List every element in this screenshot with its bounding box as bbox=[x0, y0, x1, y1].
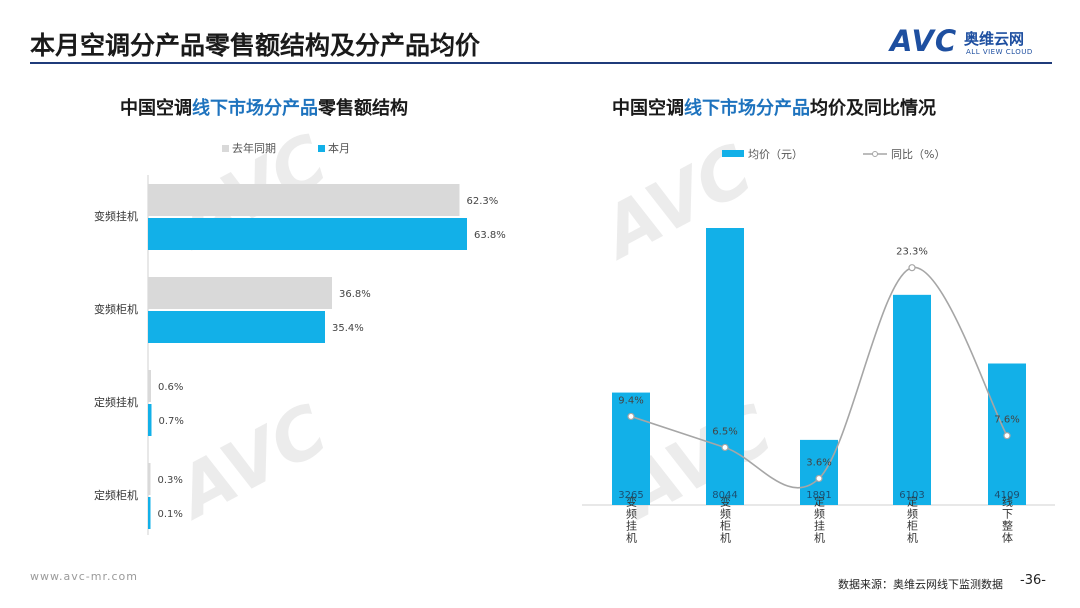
line-point bbox=[815, 474, 823, 483]
left-title-suffix: 零售额结构 bbox=[318, 98, 408, 119]
right-title-suffix: 均价及同比情况 bbox=[810, 98, 936, 119]
bar-value-label: 4109 bbox=[994, 490, 1019, 501]
category-label: 变频柜机 bbox=[719, 495, 732, 544]
data-label: 62.3% bbox=[467, 196, 499, 207]
bar bbox=[706, 228, 744, 505]
legend-swatch bbox=[318, 145, 325, 152]
bar bbox=[148, 497, 151, 529]
data-label: 63.8% bbox=[474, 230, 506, 241]
line-value-label: 3.6% bbox=[806, 457, 831, 468]
data-label: 35.4% bbox=[332, 323, 364, 334]
brand-logo: AVC 奥维云网 ALL VIEW CLOUD bbox=[890, 24, 1060, 60]
bar-value-label: 3265 bbox=[618, 490, 643, 501]
legend-swatch bbox=[222, 145, 229, 152]
left-chart-title: 中国空调线下市场分产品零售额结构 bbox=[120, 94, 408, 120]
logo-en-text: ALL VIEW CLOUD bbox=[966, 48, 1033, 56]
title-divider bbox=[30, 62, 1052, 64]
data-label: 0.6% bbox=[158, 382, 183, 393]
legend-swatch bbox=[722, 150, 744, 157]
line-value-label: 23.3% bbox=[896, 247, 928, 258]
category-label: 变频挂机 bbox=[625, 495, 638, 544]
bar bbox=[148, 404, 152, 436]
footer-source: 数据来源：奥维云网线下监测数据 bbox=[838, 578, 1003, 591]
left-title-highlight: 线下市场分产品 bbox=[192, 98, 318, 119]
logo-cn-text: 奥维云网 bbox=[964, 30, 1025, 48]
bar bbox=[148, 218, 467, 250]
category-label: 定频挂机 bbox=[813, 495, 826, 544]
category-label: 定频柜机 bbox=[94, 488, 138, 502]
line-value-label: 9.4% bbox=[618, 395, 643, 406]
bar-value-label: 6103 bbox=[899, 490, 924, 501]
bar bbox=[612, 392, 650, 505]
category-label: 线下整体 bbox=[1001, 495, 1014, 544]
category-label: 定频柜机 bbox=[906, 495, 919, 544]
legend-label: 同比（%） bbox=[891, 148, 945, 161]
line-value-label: 6.5% bbox=[712, 426, 737, 437]
line-point bbox=[627, 412, 635, 421]
bar bbox=[148, 311, 325, 343]
bar bbox=[148, 370, 151, 402]
yoy-line bbox=[630, 266, 1008, 489]
legend-label: 去年同期 bbox=[232, 141, 276, 155]
line-value-label: 7.6% bbox=[994, 415, 1019, 426]
category-label: 变频柜机 bbox=[94, 302, 138, 316]
bar bbox=[148, 277, 332, 309]
bar-value-label: 1891 bbox=[806, 490, 831, 501]
bar bbox=[148, 463, 151, 495]
line-point bbox=[1003, 432, 1011, 440]
page-title: 本月空调分产品零售额结构及分产品均价 bbox=[30, 31, 481, 60]
category-label: 变频挂机 bbox=[94, 209, 138, 223]
line-point bbox=[721, 443, 729, 452]
bar bbox=[148, 184, 460, 216]
bar bbox=[893, 294, 931, 505]
category-label: 定频挂机 bbox=[94, 395, 138, 409]
page-number: -36- bbox=[1020, 573, 1046, 588]
data-label: 36.8% bbox=[339, 289, 371, 300]
line-point bbox=[908, 264, 916, 272]
bar bbox=[800, 439, 838, 505]
right-chart-title: 中国空调线下市场分产品均价及同比情况 bbox=[612, 94, 936, 120]
bar-value-label: 8044 bbox=[712, 490, 737, 501]
logo-avc-text: AVC bbox=[890, 24, 958, 58]
right-title-prefix: 中国空调 bbox=[612, 98, 684, 119]
legend-label: 均价（元） bbox=[748, 148, 803, 161]
left-title-prefix: 中国空调 bbox=[120, 98, 192, 119]
right-title-highlight: 线下市场分产品 bbox=[684, 98, 810, 119]
data-label: 0.3% bbox=[158, 475, 183, 486]
legend-marker bbox=[872, 151, 878, 157]
legend-label: 本月 bbox=[328, 141, 350, 155]
footer-url: www.avc-mr.com bbox=[30, 570, 138, 583]
data-label: 0.7% bbox=[159, 416, 184, 427]
data-label: 0.1% bbox=[158, 509, 183, 520]
